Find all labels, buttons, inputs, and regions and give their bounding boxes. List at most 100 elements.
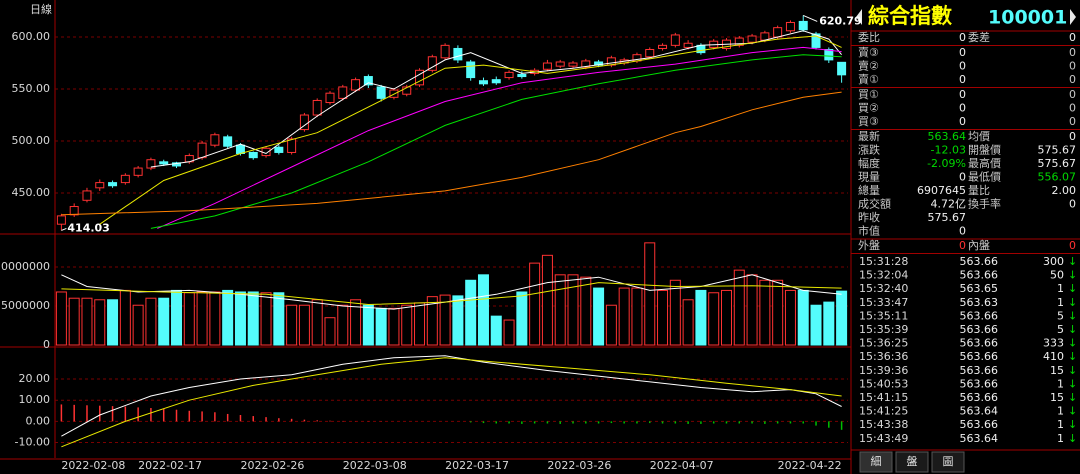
tick-direction: ↓: [1068, 282, 1077, 295]
volume-bar: [772, 279, 784, 346]
tab[interactable]: [895, 451, 929, 473]
next-arrow[interactable]: [1070, 9, 1076, 25]
indicator-line: [150, 54, 842, 229]
tab[interactable]: [931, 451, 965, 473]
tick-direction: ↓: [1068, 418, 1077, 431]
candle-body: [504, 71, 514, 79]
tick-price: 563.66: [960, 364, 999, 377]
tick-price: 563.64: [960, 432, 999, 445]
candle-body: [56, 215, 66, 225]
volume-bar: [196, 291, 208, 346]
tick-direction: ↓: [1068, 269, 1077, 282]
tick-direction: ↓: [1068, 337, 1077, 350]
tick-volume: 1: [1057, 377, 1064, 390]
candle-body: [146, 159, 156, 169]
field-value: 0: [959, 225, 966, 238]
field-value: 575.67: [928, 211, 967, 224]
tick-price: 563.66: [960, 391, 999, 404]
tick-price: 563.63: [960, 296, 999, 309]
field-value: 575.67: [1038, 157, 1077, 170]
field-value: 0: [1069, 102, 1076, 115]
volume-bar: [797, 289, 809, 346]
field-label: 成交額: [858, 197, 891, 211]
volume-bar: [529, 262, 541, 346]
field-label: 昨收: [858, 210, 880, 224]
tick-price: 563.66: [960, 350, 999, 363]
indicator-line: [99, 35, 842, 225]
tick-price: 563.66: [960, 418, 999, 431]
field-value: 0: [959, 31, 966, 44]
field-label: 買②: [858, 102, 879, 115]
tick-time: 15:40:53: [859, 377, 908, 390]
volume-bar: [324, 317, 336, 346]
candle-body: [338, 86, 348, 99]
field-label: 換手率: [968, 197, 1001, 211]
field-label: 漲跌: [858, 143, 880, 157]
candle-body: [351, 79, 361, 91]
tick-price: 563.66: [960, 323, 999, 336]
low-annotation: 414.03: [67, 221, 109, 234]
field-label: 市值: [858, 224, 880, 238]
tick-time: 15:32:40: [859, 282, 908, 295]
tick-volume: 1: [1057, 282, 1064, 295]
candle-body: [683, 42, 693, 48]
tick-direction: ↓: [1068, 350, 1077, 363]
volume-bar: [401, 304, 413, 346]
field-value: -12.03: [931, 144, 966, 157]
volume-bar: [247, 291, 259, 346]
volume-bar: [55, 291, 67, 346]
tab-label[interactable]: 盤: [907, 455, 918, 468]
candle-body: [837, 61, 847, 76]
prev-arrow[interactable]: [856, 9, 862, 25]
candle-body: [658, 44, 668, 49]
volume-bar: [426, 296, 438, 346]
field-label: 賣①: [858, 72, 879, 86]
tick-price: 563.65: [960, 282, 999, 295]
candle-body: [645, 49, 655, 58]
field-label: 內盤: [968, 239, 990, 252]
annotation-leader: [61, 227, 67, 231]
candle-body: [82, 190, 92, 201]
tick-time: 15:35:39: [859, 323, 908, 336]
volume-bar: [644, 242, 656, 346]
y-tick-label: 0: [43, 338, 50, 351]
candle-body: [427, 56, 437, 71]
volume-bar: [657, 289, 669, 346]
field-value: 0: [959, 73, 966, 86]
candle-body: [670, 34, 680, 46]
volume-bar: [823, 301, 835, 346]
tab[interactable]: [859, 451, 893, 473]
candle-body: [210, 134, 220, 146]
tick-time: 15:31:28: [859, 255, 908, 268]
volume-bar: [720, 289, 732, 346]
field-value: 0: [959, 239, 966, 252]
candle-body: [159, 161, 169, 165]
volume-bar: [311, 299, 323, 346]
field-value: 4.72亿: [931, 198, 967, 211]
tab-label[interactable]: 圖: [943, 455, 954, 468]
volume-bar: [810, 304, 822, 346]
field-label: 量比: [968, 184, 990, 197]
volume-bar: [490, 315, 502, 346]
y-tick-label: 450.00: [12, 186, 51, 199]
candle-body: [69, 206, 79, 216]
tick-volume: 410: [1043, 350, 1064, 363]
field-label: 賣②: [858, 59, 879, 73]
field-label: 開盤價: [968, 143, 1001, 157]
volume-bar: [94, 299, 106, 346]
tick-time: 15:36:36: [859, 350, 908, 363]
volume-bar: [222, 289, 234, 346]
tick-volume: 1: [1057, 405, 1064, 418]
x-tick-label: 2022-02-26: [240, 459, 304, 472]
period-label: 日線: [30, 2, 52, 16]
tick-time: 15:39:36: [859, 364, 908, 377]
tick-time: 15:41:25: [859, 405, 908, 418]
indicator-line: [61, 282, 842, 306]
volume-bar: [286, 304, 298, 346]
tick-price: 563.66: [960, 309, 999, 322]
tick-price: 563.66: [960, 269, 999, 282]
volume-bar: [465, 279, 477, 346]
tab-label[interactable]: 細: [871, 455, 882, 468]
volume-bar: [234, 291, 246, 346]
field-label: 現量: [858, 171, 880, 184]
